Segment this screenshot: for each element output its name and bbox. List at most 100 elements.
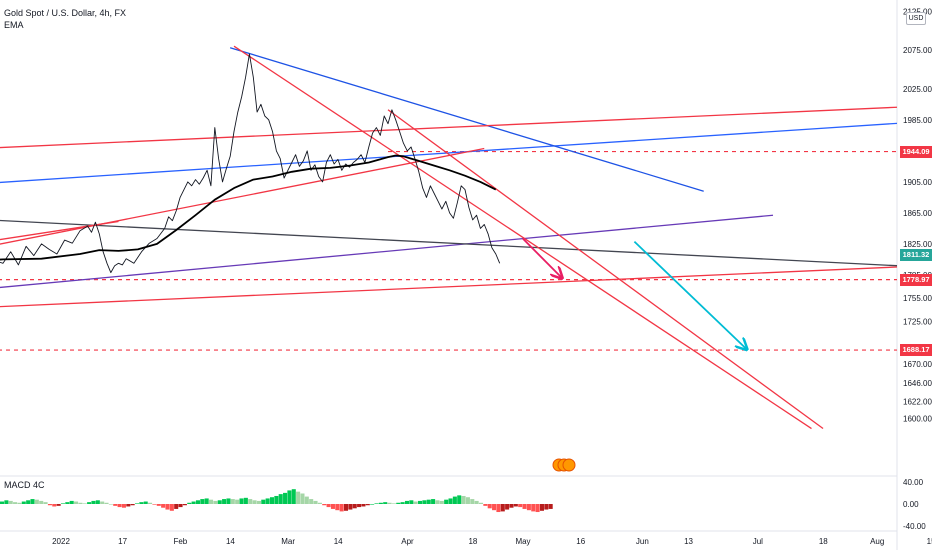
trendline-blue-descending-line[interactable] [229, 47, 704, 192]
macd-bar [56, 504, 61, 506]
y-tick-label: 2025.00 [903, 85, 932, 94]
macd-bar [8, 500, 13, 504]
x-tick-label: 18 [468, 537, 477, 546]
trendline-red-channel-bottom[interactable] [0, 266, 927, 310]
magenta-arrow[interactable] [522, 237, 562, 278]
macd-bar [274, 495, 279, 504]
macd-bar [130, 504, 135, 506]
x-tick-label: Jun [636, 537, 649, 546]
macd-bar [317, 502, 322, 504]
macd-bar [200, 499, 205, 504]
macd-bar [370, 504, 375, 505]
macd-bar [113, 504, 118, 506]
macd-bar [365, 504, 370, 506]
macd-bar [509, 504, 514, 508]
macd-bar [444, 499, 449, 504]
trendline-red-rising-lower[interactable] [0, 147, 485, 259]
macd-bar [195, 500, 200, 504]
macd-bar [169, 504, 174, 511]
y-tick-label: 1646.00 [903, 379, 932, 388]
macd-bar [191, 501, 196, 504]
macd-bar [269, 497, 275, 504]
earnings-marker-icon[interactable] [562, 458, 576, 472]
price-line[interactable] [0, 53, 501, 298]
macd-bar [108, 504, 113, 505]
time-axis[interactable]: 2022 17 Feb 14 Mar 14 Apr 18 May 16 Jun 13 Jul 18 Aug 1… [52, 537, 932, 546]
macd-bar [352, 504, 357, 509]
y-tick-label: 2075.00 [903, 46, 932, 55]
x-tick-label: 14 [226, 537, 235, 546]
trendline-red-channel-top[interactable] [0, 106, 927, 151]
price-level-badge[interactable]: 1778.97 [900, 273, 932, 286]
macd-bar [452, 496, 457, 504]
ema-line[interactable] [0, 154, 497, 264]
macd-bar [539, 504, 544, 511]
macd-bar [283, 492, 288, 504]
macd-bar [209, 499, 214, 504]
macd-bar [213, 500, 218, 504]
y-tick-label: 1755.00 [903, 294, 932, 303]
macd-bar [235, 499, 240, 504]
macd-y-tick-label: 0.00 [903, 500, 919, 509]
macd-bar [535, 504, 540, 513]
macd-bar [278, 494, 283, 504]
y-tick-label: 1600.00 [903, 414, 932, 423]
macd-bar [178, 504, 183, 508]
macd-bar [243, 497, 248, 504]
macd-bar [222, 499, 227, 504]
macd-bar [47, 504, 52, 506]
macd-bar [492, 504, 497, 511]
trendline-purple-line[interactable] [0, 214, 774, 294]
macd-bar [309, 499, 314, 504]
x-tick-label: Aug [870, 537, 884, 546]
trendline-red-descending-1[interactable] [233, 45, 812, 430]
currency-badge[interactable]: USD [906, 12, 926, 25]
trendline-red-rising-upper[interactable] [0, 220, 119, 250]
macd-pane [0, 489, 553, 513]
macd-bar [304, 496, 309, 504]
x-tick-label: Mar [281, 537, 295, 546]
x-tick-label: Feb [173, 537, 187, 546]
macd-bar [461, 495, 466, 504]
trendline-black-line[interactable] [0, 217, 927, 267]
macd-bar [291, 489, 296, 504]
cyan-arrow[interactable] [633, 240, 746, 349]
macd-bar [239, 498, 244, 504]
price-level-badge[interactable]: 1811.32 [900, 248, 932, 261]
event-markers[interactable] [552, 458, 576, 472]
macd-bar [287, 490, 292, 504]
macd-bar [361, 504, 366, 507]
y-tick-label: 1825.00 [903, 240, 932, 249]
macd-title: MACD 4C [4, 480, 45, 490]
y-tick-label: 1865.00 [903, 209, 932, 218]
macd-bar [13, 502, 18, 504]
macd-bar [26, 500, 31, 504]
macd-bar [87, 502, 92, 504]
macd-bar [252, 500, 257, 504]
macd-bar [409, 500, 414, 504]
trendline-red-descending-2[interactable] [387, 109, 824, 430]
trendline-blue-upper-line[interactable] [0, 121, 927, 187]
x-tick-label: 2022 [52, 537, 70, 546]
macd-bar [396, 502, 401, 504]
x-tick-label: 15 [927, 537, 932, 546]
macd-bar [448, 498, 453, 504]
macd-bar [439, 500, 444, 504]
macd-bar [383, 502, 388, 504]
price-level-badge[interactable]: 1944.09 [900, 145, 932, 158]
price-level-badge[interactable]: 1688.17 [900, 344, 932, 357]
macd-bar [431, 499, 436, 504]
macd-bar [296, 491, 301, 504]
macd-bar [91, 500, 96, 504]
macd-bar [326, 504, 331, 508]
x-tick-label: 16 [576, 537, 585, 546]
macd-bar [100, 501, 105, 504]
price-axis[interactable]: 2125.002075.002025.001985.001945.001905.… [903, 7, 932, 531]
x-tick-label: May [515, 537, 530, 546]
macd-bar [457, 495, 462, 504]
macd-bar [74, 501, 79, 504]
macd-bar [505, 504, 510, 510]
macd-bar [518, 504, 523, 508]
